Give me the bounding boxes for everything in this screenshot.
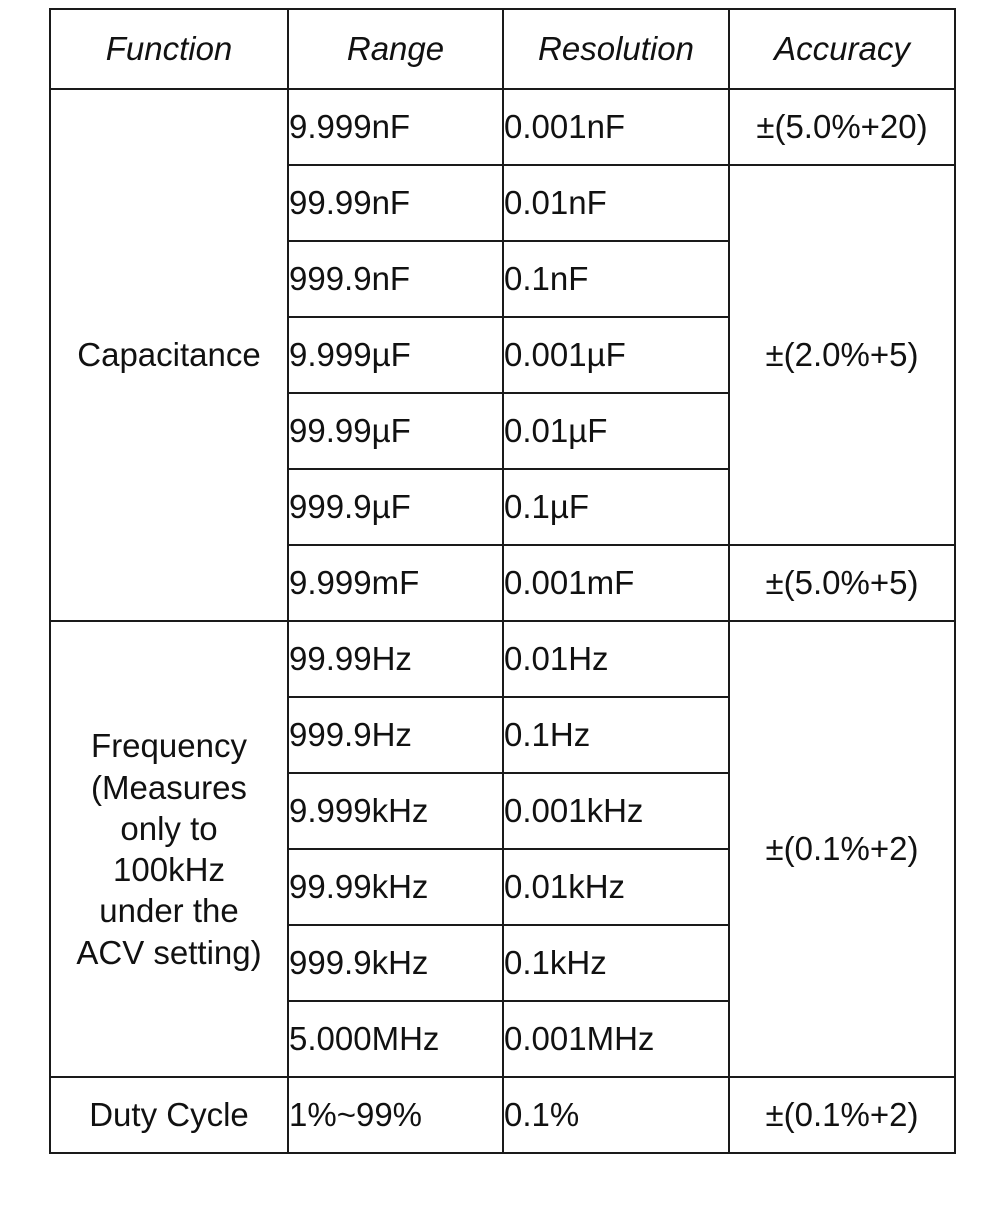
table-row: 9.999µF 0.001µF: [50, 316, 955, 394]
table-row: 5.000MHz 0.001MHz: [50, 1000, 955, 1078]
resolution-cell: 0.001µF: [502, 316, 730, 394]
resolution-cell: 0.1µF: [502, 468, 730, 546]
resolution-cell: 0.001kHz: [502, 772, 730, 850]
range-cell: 9.999mF: [287, 544, 504, 622]
header-range: Range: [287, 8, 504, 90]
range-cell: 1%~99%: [287, 1076, 504, 1154]
range-cell: 9.999nF: [287, 88, 504, 166]
function-capacitance: Capacitance: [49, 88, 289, 622]
table-row: 999.9kHz 0.1kHz: [50, 924, 955, 1002]
resolution-cell: 0.001mF: [502, 544, 730, 622]
range-cell: 999.9nF: [287, 240, 504, 318]
function-duty-cycle: Duty Cycle: [49, 1076, 289, 1154]
accuracy-cell: ±(2.0%+5): [728, 164, 956, 546]
header-accuracy: Accuracy: [728, 8, 956, 90]
resolution-cell: 0.01kHz: [502, 848, 730, 926]
range-cell: 9.999µF: [287, 316, 504, 394]
resolution-cell: 0.001MHz: [502, 1000, 730, 1078]
resolution-cell: 0.01nF: [502, 164, 730, 242]
range-cell: 9.999kHz: [287, 772, 504, 850]
resolution-cell: 0.1Hz: [502, 696, 730, 774]
table-row: 999.9µF 0.1µF: [50, 468, 955, 546]
accuracy-cell: ±(5.0%+5): [728, 544, 956, 622]
accuracy-cell: ±(0.1%+2): [728, 1076, 956, 1154]
table-row: 9.999kHz 0.001kHz: [50, 772, 955, 850]
range-cell: 999.9Hz: [287, 696, 504, 774]
header-function: Function: [49, 8, 289, 90]
resolution-cell: 0.01µF: [502, 392, 730, 470]
resolution-cell: 0.1kHz: [502, 924, 730, 1002]
table-row: 99.99µF 0.01µF: [50, 392, 955, 470]
table-row: Duty Cycle 1%~99% 0.1% ±(0.1%+2): [49, 1076, 956, 1154]
function-frequency: Frequency (Measures only to 100kHz under…: [49, 620, 289, 1078]
header-resolution: Resolution: [502, 8, 730, 90]
range-cell: 99.99nF: [287, 164, 504, 242]
table-row: 99.99nF 0.01nF ±(2.0%+5): [50, 164, 956, 546]
table-row: 9.999mF 0.001mF ±(5.0%+5): [50, 544, 956, 622]
resolution-cell: 0.1nF: [502, 240, 730, 318]
range-cell: 999.9kHz: [287, 924, 504, 1002]
table-row: 999.9Hz 0.1Hz: [50, 696, 955, 774]
range-cell: 99.99µF: [287, 392, 504, 470]
range-cell: 5.000MHz: [287, 1000, 504, 1078]
table-row: Frequency (Measures only to 100kHz under…: [49, 620, 956, 1078]
resolution-cell: 0.001nF: [502, 88, 730, 166]
header-row: Function Range Resolution Accuracy: [49, 8, 956, 90]
range-cell: 99.99kHz: [287, 848, 504, 926]
accuracy-cell: ±(0.1%+2): [728, 620, 956, 1078]
range-cell: 99.99Hz: [287, 620, 504, 698]
specification-table: Function Range Resolution Accuracy Capac…: [49, 8, 956, 1154]
range-cell: 999.9µF: [287, 468, 504, 546]
table-row: 999.9nF 0.1nF: [50, 240, 955, 318]
accuracy-cell: ±(5.0%+20): [728, 88, 956, 166]
table-row: Capacitance 9.999nF 0.001nF ±(5.0%+20): [49, 88, 956, 622]
table-row: 99.99kHz 0.01kHz: [50, 848, 955, 926]
resolution-cell: 0.1%: [502, 1076, 730, 1154]
resolution-cell: 0.01Hz: [502, 620, 730, 698]
